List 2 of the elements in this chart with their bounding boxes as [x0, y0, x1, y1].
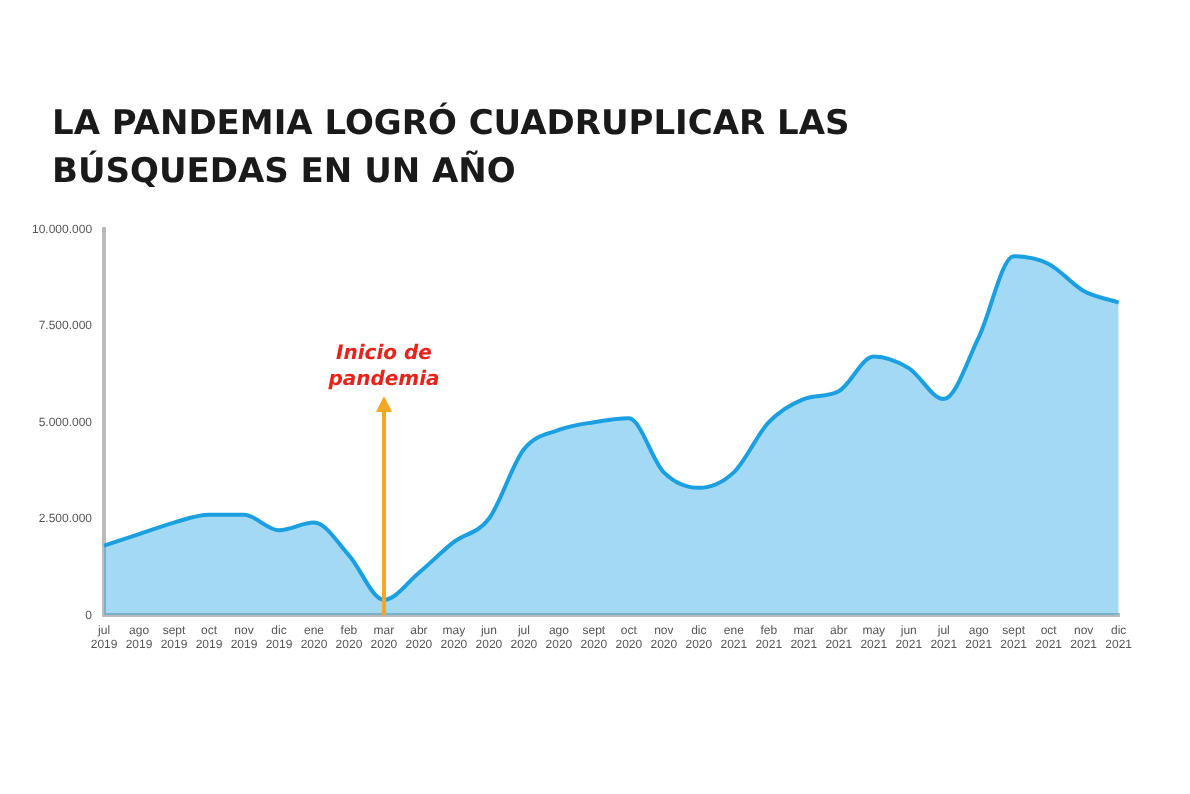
chart-title: LA PANDEMIA LOGRÓ CUADRUPLICAR LAS BÚSQUEDAS EN UN AÑO: [52, 100, 852, 196]
ref-line-label: Inicio de pandemia: [326, 343, 441, 392]
